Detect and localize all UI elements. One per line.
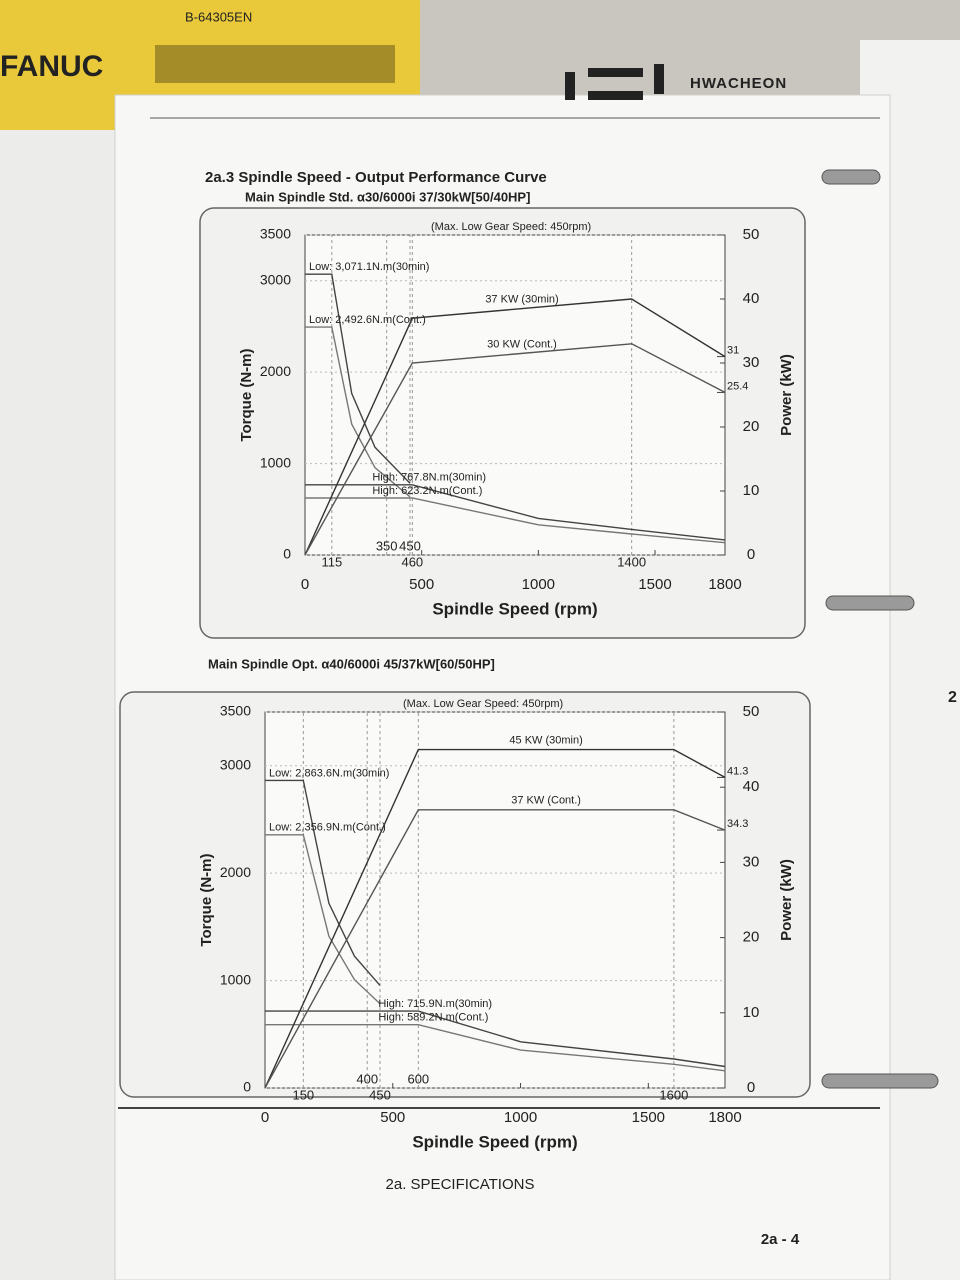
series-line [265,1010,726,1068]
series-line [305,273,411,484]
x-tick-label: 500 [409,576,434,593]
x-tick-label: 1800 [708,576,741,593]
y2-tick-label: 40 [743,290,760,307]
series-label: 45 KW (30min) [509,735,582,747]
series-label: 37 KW (30min) [485,294,558,306]
x-mark-label: 1600 [659,1087,688,1102]
x-axis-label: Spindle Speed (rpm) [432,599,597,618]
x-tick-label: 500 [380,1109,405,1126]
y-tick-label: 0 [283,546,291,562]
x-mark-label: 400 [356,1071,378,1086]
footer-section: 2a. SPECIFICATIONS [386,1176,535,1193]
series-label: High: 589.2N.m(Cont.) [378,1012,488,1024]
y2-tick-label: 50 [743,226,760,243]
series-label: 37 KW (Cont.) [511,795,581,807]
binder-code: B-64305EN [185,9,252,24]
chart-subtitle: Main Spindle Std. α30/6000i 37/30kW[50/4… [245,189,530,204]
series-line [305,326,411,498]
y2-tick-label: 20 [743,418,760,435]
x-tick-label: 1500 [632,1109,665,1126]
x-mark-label: 460 [401,554,423,569]
series-line [304,343,726,556]
x-mark-label: 350 [376,538,398,553]
series-label: Low: 2,356.9N.m(Cont.) [269,822,386,834]
y2-mark-label: 31 [727,345,739,357]
chart-note: (Max. Low Gear Speed: 450rpm) [431,221,591,233]
y-tick-label: 2000 [220,864,251,880]
y2-tick-label: 30 [743,354,760,371]
x-mark-label: 600 [407,1071,429,1086]
series-label: High: 715.9N.m(30min) [378,998,492,1010]
y2-tick-label: 0 [747,1079,755,1096]
x-mark-label: 450 [399,538,421,553]
y2-axis-label: Power (kW) [778,354,795,436]
y2-tick-label: 10 [743,482,760,499]
series-label: High: 767.8N.m(30min) [372,472,486,484]
series-line [264,809,726,1089]
y2-tick-label: 50 [743,703,760,720]
y2-mark-label: 41.3 [727,765,748,777]
x-tick-label: 0 [261,1109,269,1126]
x-mark-label: 1400 [617,554,646,569]
y-tick-label: 3000 [220,756,251,772]
series-line [304,298,726,556]
side-page-mark: 2 [948,689,957,706]
series-line [265,1024,726,1072]
y2-axis-label: Power (kW) [778,859,795,941]
y-tick-label: 3500 [260,226,291,242]
series-line [305,484,726,541]
y2-mark-label: 34.3 [727,818,748,830]
series-label: Low: 2,492.6N.m(Cont.) [309,314,426,326]
x-tick-label: 1000 [504,1109,537,1126]
series-line [265,779,381,986]
y2-tick-label: 10 [743,1004,760,1021]
x-tick-label: 0 [301,576,309,593]
y-tick-label: 3000 [260,271,291,287]
x-mark-label: 150 [292,1087,314,1102]
x-mark-label: 115 [321,554,342,569]
chart-note: (Max. Low Gear Speed: 450rpm) [403,698,563,710]
y2-tick-label: 0 [747,546,755,563]
x-axis-label: Spindle Speed (rpm) [412,1132,577,1151]
y-tick-label: 1000 [260,454,291,470]
series-label: High: 623.2N.m(Cont.) [372,485,482,497]
series-line [264,748,726,1089]
series-line [305,497,726,544]
plot-area [304,234,726,556]
y-tick-label: 1000 [220,971,251,987]
x-mark-label: 450 [369,1087,391,1102]
page-number: 2a - 4 [761,1231,800,1248]
y2-tick-label: 40 [743,778,760,795]
logo: HWACHEON [565,64,787,100]
barcode [155,45,395,83]
series-label: Low: 2,863.6N.m(30min) [269,767,389,779]
y2-tick-label: 20 [743,929,760,946]
y-tick-label: 2000 [260,363,291,379]
logo-text: HWACHEON [690,75,787,92]
series-label: 30 KW (Cont.) [487,338,557,350]
x-tick-label: 1800 [708,1109,741,1126]
x-tick-label: 1000 [522,576,555,593]
series-label: Low: 3,071.1N.m(30min) [309,261,429,273]
chart-subtitle: Main Spindle Opt. α40/6000i 45/37kW[60/5… [208,656,495,671]
series-line [265,834,381,1005]
y-tick-label: 3500 [220,703,251,719]
x-tick-label: 1500 [638,576,671,593]
y-axis-label: Torque (N-m) [198,853,215,946]
y2-mark-label: 25.4 [727,380,748,392]
y-axis-label: Torque (N-m) [238,348,255,441]
binder-brand: FANUC [0,50,103,83]
section-title: 2a.3 Spindle Speed - Output Performance … [205,169,547,186]
y2-tick-label: 30 [743,853,760,870]
binder-rings [821,169,939,1089]
y-tick-label: 0 [243,1079,251,1095]
